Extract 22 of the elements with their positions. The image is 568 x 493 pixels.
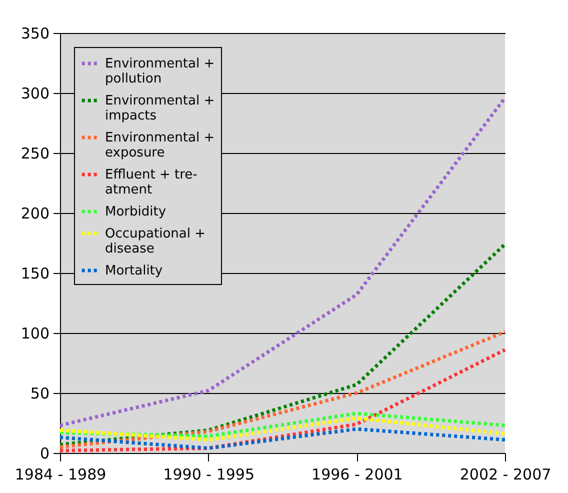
y-tick-label: 100 (20, 324, 50, 342)
legend-label: Environmental + impacts (105, 94, 215, 124)
legend-label: Morbidity (105, 204, 166, 220)
legend-label: Mortality (105, 264, 163, 278)
y-tick-label: 200 (20, 204, 50, 222)
line-series (58, 412, 507, 438)
x-tick-label: 2002 - 2007 (460, 466, 552, 484)
x-tick-label: 1984 - 1989 (14, 466, 106, 484)
legend-label: Effluent + tre- atment (105, 168, 198, 198)
y-tick-label: 300 (20, 84, 50, 102)
y-tick-label: 50 (30, 384, 50, 402)
y-tick-label: 150 (20, 264, 50, 282)
x-tick-label: 1996 - 2001 (312, 466, 403, 484)
y-tick-label: 0 (40, 444, 50, 462)
legend-label: Occupational + disease (105, 226, 206, 256)
y-tick-label: 350 (20, 24, 50, 42)
legend-label: Environmental + pollution (105, 56, 215, 86)
legend-label: Environmental + exposure (105, 130, 215, 160)
line-series (58, 416, 507, 442)
y-tick-label: 250 (20, 144, 50, 162)
line-series (58, 427, 507, 450)
x-tick-label: 1990 - 1995 (163, 466, 254, 484)
